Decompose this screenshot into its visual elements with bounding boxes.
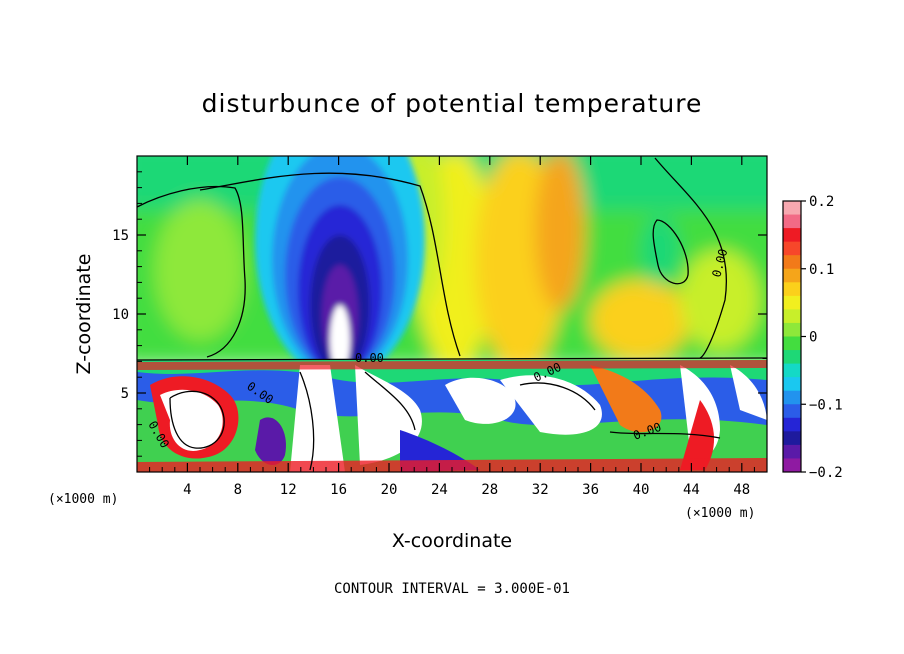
colorbar-swatch bbox=[783, 336, 801, 351]
colorbar-swatch bbox=[783, 390, 801, 405]
colorbar-swatch bbox=[783, 431, 801, 446]
x-tick-label: 36 bbox=[582, 482, 599, 498]
colorbar-swatch bbox=[783, 404, 801, 419]
colorbar-swatch bbox=[783, 201, 801, 216]
colorbar: 0.2 0.1 0 −0.1 −0.2 bbox=[782, 194, 843, 481]
x-axis: 4 8 12 16 20 24 28 32 36 40 44 48 bbox=[149, 156, 755, 498]
y-axis: 5 10 15 bbox=[112, 171, 767, 457]
x-tick-label: 8 bbox=[234, 482, 242, 498]
colorbar-swatch bbox=[783, 241, 801, 256]
colorbar-tick-label: 0 bbox=[809, 330, 817, 346]
colorbar-tick-label: 0.2 bbox=[809, 194, 834, 210]
x-tick-label: 24 bbox=[431, 482, 448, 498]
colorbar-swatch bbox=[783, 309, 801, 324]
x-tick-label: 28 bbox=[481, 482, 498, 498]
x-tick-label: 16 bbox=[330, 482, 347, 498]
x-tick-label: 12 bbox=[280, 482, 297, 498]
colorbar-swatch bbox=[783, 255, 801, 270]
x-tick-label: 44 bbox=[683, 482, 700, 498]
colorbar-swatch bbox=[783, 377, 801, 392]
y-axis-label: Z-coordinate bbox=[73, 254, 95, 375]
contour-interval: CONTOUR INTERVAL = 3.000E-01 bbox=[334, 581, 570, 597]
colorbar-swatch bbox=[783, 228, 801, 243]
y-tick-label: 15 bbox=[112, 228, 129, 244]
colorbar-swatch bbox=[783, 458, 801, 473]
chart-title: disturbunce of potential temperature bbox=[202, 89, 703, 118]
colorbar-swatch bbox=[783, 350, 801, 365]
colorbar-tick-label: 0.1 bbox=[809, 262, 834, 278]
colorbar-tick-label: −0.2 bbox=[809, 465, 843, 481]
cold-plume bbox=[255, 156, 425, 380]
x-tick-label: 32 bbox=[532, 482, 549, 498]
colorbar-swatch bbox=[783, 214, 801, 229]
upper-layer bbox=[137, 156, 767, 370]
x-unit-left: (×1000 m) bbox=[48, 492, 118, 507]
colorbar-swatch bbox=[783, 417, 801, 432]
x-tick-label: 4 bbox=[183, 482, 191, 498]
x-unit-right: (×1000 m) bbox=[685, 506, 755, 521]
colorbar-swatch bbox=[783, 444, 801, 459]
x-tick-label: 20 bbox=[381, 482, 398, 498]
colorbar-swatch bbox=[783, 363, 801, 378]
contour-lines bbox=[137, 157, 767, 471]
x-tick-label: 40 bbox=[633, 482, 650, 498]
colorbar-swatch bbox=[783, 295, 801, 310]
colorbar-swatch bbox=[783, 268, 801, 283]
colorbar-tick-label: −0.1 bbox=[809, 397, 843, 413]
contour-label: 0.00 bbox=[355, 351, 384, 365]
x-tick-label: 48 bbox=[733, 482, 750, 498]
y-tick-label: 5 bbox=[121, 386, 129, 402]
colorbar-swatch bbox=[783, 322, 801, 337]
y-tick-label: 10 bbox=[112, 307, 129, 323]
colorbar-swatch bbox=[783, 282, 801, 297]
x-axis-label: X-coordinate bbox=[392, 530, 512, 552]
heatmap-field bbox=[137, 156, 767, 472]
lower-layer bbox=[137, 360, 767, 472]
